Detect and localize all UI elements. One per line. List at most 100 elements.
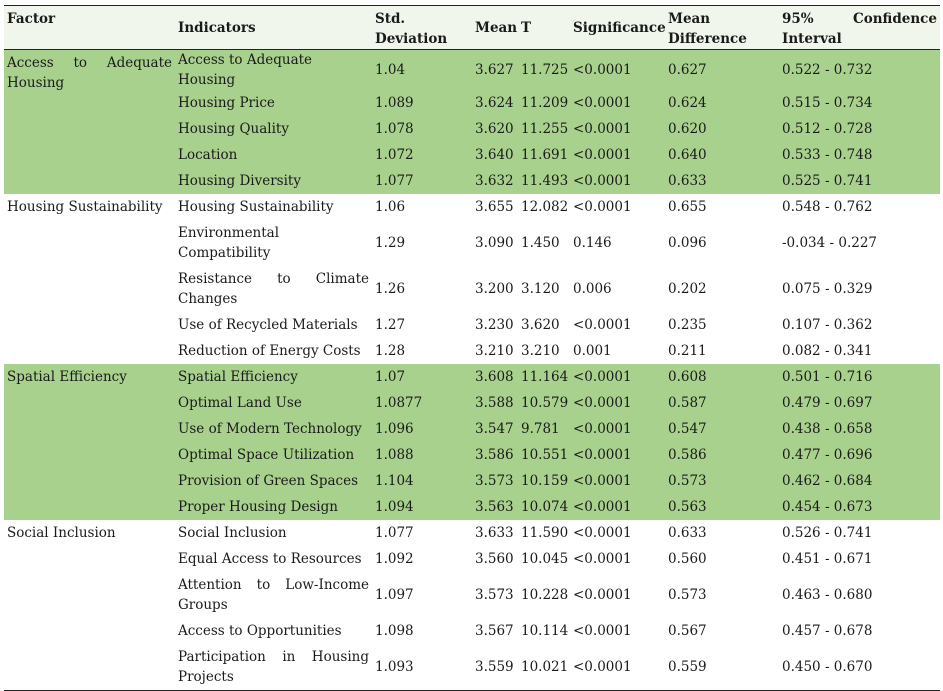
- ci-cell: 0.463 - 0.680: [779, 572, 940, 618]
- diff-cell: 0.633: [665, 520, 779, 546]
- indicator-cell: Optimal Space Utilization: [175, 442, 372, 468]
- sig-cell: <0.0001: [570, 572, 665, 618]
- ci-cell: 0.515 - 0.734: [779, 90, 940, 116]
- table-row: Optimal Land Use 1.0877 3.588 10.579 <0.0001…: [4, 390, 940, 416]
- indicator-cell: Spatial Efficiency: [175, 364, 372, 390]
- ci-cell: 0.525 - 0.741: [779, 168, 940, 194]
- mean-cell: 3.200: [472, 266, 518, 312]
- header-significance: Significance: [573, 19, 666, 36]
- diff-cell: 0.547: [665, 416, 779, 442]
- table-row: Resistance to Climate Changes 1.26 3.200 3.…: [4, 266, 940, 312]
- std-cell: 1.094: [372, 494, 472, 520]
- t-cell: 10.074: [518, 494, 570, 520]
- header-mean: Mean: [475, 19, 518, 36]
- indicator-cell: Optimal Land Use: [175, 390, 372, 416]
- sig-cell: <0.0001: [570, 390, 665, 416]
- indicator-cell: Proper Housing Design: [175, 494, 372, 520]
- diff-cell: 0.096: [665, 220, 779, 266]
- ci-cell: 0.082 - 0.341: [779, 338, 940, 364]
- sig-cell: <0.0001: [570, 142, 665, 168]
- ci-cell: 0.501 - 0.716: [779, 364, 940, 390]
- diff-cell: 0.235: [665, 312, 779, 338]
- std-cell: 1.098: [372, 618, 472, 644]
- mean-cell: 3.627: [472, 49, 518, 90]
- ci-cell: 0.438 - 0.658: [779, 416, 940, 442]
- table-row: Reduction of Energy Costs 1.28 3.210 3.210 0…: [4, 338, 940, 364]
- mean-cell: 3.567: [472, 618, 518, 644]
- std-cell: 1.26: [372, 266, 472, 312]
- mean-cell: 3.230: [472, 312, 518, 338]
- indicator-cell: Provision of Green Spaces: [175, 468, 372, 494]
- indicator-cell: Participation in Housing Projects: [175, 644, 372, 690]
- ci-cell: 0.454 - 0.673: [779, 494, 940, 520]
- indicator-cell: Housing Diversity: [175, 168, 372, 194]
- factor-label: Social Inclusion: [7, 525, 116, 541]
- sig-cell: <0.0001: [570, 116, 665, 142]
- diff-cell: 0.640: [665, 142, 779, 168]
- sig-cell: 0.146: [570, 220, 665, 266]
- t-cell: 10.551: [518, 442, 570, 468]
- ci-cell: 0.450 - 0.670: [779, 644, 940, 690]
- sig-cell: <0.0001: [570, 494, 665, 520]
- mean-cell: 3.655: [472, 194, 518, 220]
- table-header: Factor Indicators Std. Deviation Mean T …: [4, 5, 940, 50]
- sig-cell: <0.0001: [570, 442, 665, 468]
- std-cell: 1.104: [372, 468, 472, 494]
- diff-cell: 0.559: [665, 644, 779, 690]
- ci-cell: 0.477 - 0.696: [779, 442, 940, 468]
- mean-cell: 3.547: [472, 416, 518, 442]
- t-cell: 11.493: [518, 168, 570, 194]
- diff-cell: 0.586: [665, 442, 779, 468]
- table-row: Access to Adequate Housing Access to Adeq…: [4, 49, 940, 194]
- sig-cell: <0.0001: [570, 546, 665, 572]
- mean-cell: 3.608: [472, 364, 518, 390]
- t-cell: 10.159: [518, 468, 570, 494]
- sig-cell: <0.0001: [570, 364, 665, 390]
- mean-cell: 3.573: [472, 468, 518, 494]
- table-row: Housing Quality 1.078 3.620 11.255 <0.0001 0.…: [4, 116, 940, 142]
- table-row: Provision of Green Spaces 1.104 3.573 10.15…: [4, 468, 940, 494]
- t-cell: 11.725: [518, 49, 570, 90]
- table-row: Use of Recycled Materials 1.27 3.230 3.620 <…: [4, 312, 940, 338]
- indicator-cell: Equal Access to Resources: [175, 546, 372, 572]
- sig-cell: <0.0001: [570, 168, 665, 194]
- header-confidence-interval: 95% Confidence Interval: [782, 11, 937, 47]
- indicator-cell: Housing Quality: [175, 116, 372, 142]
- table-row: Housing Sustainability Housing Sustainabi…: [4, 194, 940, 364]
- factor-cell: Housing Sustainability: [4, 194, 175, 364]
- ci-cell: 0.457 - 0.678: [779, 618, 940, 644]
- std-cell: 1.092: [372, 546, 472, 572]
- sig-cell: <0.0001: [570, 520, 665, 546]
- std-cell: 1.089: [372, 90, 472, 116]
- t-cell: 9.781: [518, 416, 570, 442]
- header-indicators: Indicators: [178, 19, 256, 36]
- sig-cell: 0.001: [570, 338, 665, 364]
- sig-cell: <0.0001: [570, 312, 665, 338]
- diff-cell: 0.655: [665, 194, 779, 220]
- ci-cell: 0.512 - 0.728: [779, 116, 940, 142]
- std-cell: 1.077: [372, 168, 472, 194]
- std-cell: 1.096: [372, 416, 472, 442]
- t-cell: 1.450: [518, 220, 570, 266]
- factor-group: Spatial Efficiency Spatial Efficiency 1.07…: [4, 364, 940, 520]
- std-cell: 1.28: [372, 338, 472, 364]
- diff-cell: 0.587: [665, 390, 779, 416]
- indicator-cell: Reduction of Energy Costs: [175, 338, 372, 364]
- t-cell: 10.045: [518, 546, 570, 572]
- diff-cell: 0.620: [665, 116, 779, 142]
- ci-cell: 0.451 - 0.671: [779, 546, 940, 572]
- std-cell: 1.072: [372, 142, 472, 168]
- diff-cell: 0.567: [665, 618, 779, 644]
- ci-cell: 0.479 - 0.697: [779, 390, 940, 416]
- table-row: Equal Access to Resources 1.092 3.560 10.04…: [4, 546, 940, 572]
- diff-cell: 0.560: [665, 546, 779, 572]
- std-cell: 1.27: [372, 312, 472, 338]
- header-mean-difference: Mean Difference: [668, 11, 747, 47]
- table-row: Use of Modern Technology 1.096 3.547 9.781 <…: [4, 416, 940, 442]
- std-cell: 1.07: [372, 364, 472, 390]
- t-cell: 12.082: [518, 194, 570, 220]
- diff-cell: 0.633: [665, 168, 779, 194]
- diff-cell: 0.624: [665, 90, 779, 116]
- factor-label: Spatial Efficiency: [7, 369, 127, 385]
- t-cell: 11.209: [518, 90, 570, 116]
